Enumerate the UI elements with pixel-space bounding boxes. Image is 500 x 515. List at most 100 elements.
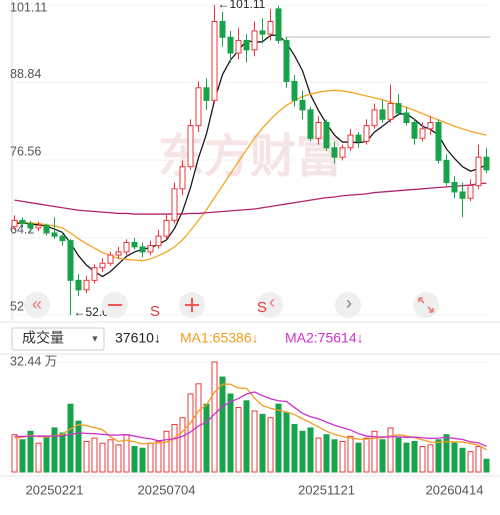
candle-body <box>451 181 458 193</box>
volume-bar <box>363 437 370 473</box>
volume-bar <box>291 424 298 473</box>
volume-bar <box>475 446 482 473</box>
candle-body <box>387 103 394 120</box>
forward-icon: › <box>346 293 352 313</box>
volume-bar <box>147 442 154 473</box>
volume-bar <box>59 432 66 473</box>
y-tick-label: 32.44 万 <box>10 354 57 368</box>
volume-bar <box>203 403 210 473</box>
candle-body <box>275 8 282 41</box>
signal-label: S <box>150 303 160 320</box>
expand-button[interactable] <box>413 292 439 318</box>
candle-body <box>187 125 194 168</box>
candle-body <box>355 134 362 142</box>
volume-bar <box>315 437 322 473</box>
candle-body <box>99 262 106 269</box>
ma-line <box>14 182 487 215</box>
volume-bar <box>435 439 442 473</box>
volume-ma-line <box>14 383 487 451</box>
volume-bar <box>419 446 426 473</box>
candle-body <box>251 30 258 51</box>
volume-bar <box>307 427 314 473</box>
volume-bar <box>427 444 434 473</box>
candle-body <box>91 267 98 281</box>
candle-body <box>403 112 410 123</box>
candle-body <box>347 134 354 149</box>
candle-body <box>315 121 322 139</box>
candle-body <box>235 39 242 54</box>
candle-body <box>227 36 234 54</box>
forward-button[interactable] <box>335 292 361 318</box>
volume-bar <box>331 439 338 473</box>
volume-bar <box>395 437 402 473</box>
volume-bar <box>107 439 114 473</box>
volume-bar <box>179 417 186 473</box>
candle-body <box>43 224 50 234</box>
volume-bar <box>355 442 362 473</box>
x-tick-label: 20251121 <box>298 482 355 497</box>
volume-bar <box>51 427 58 473</box>
volume-bar <box>443 434 450 473</box>
candle-body <box>163 219 170 237</box>
volume-bar <box>243 400 250 473</box>
candle-body <box>147 245 154 253</box>
volume-bar <box>275 403 282 473</box>
candle-body <box>211 20 218 101</box>
candle-body <box>27 223 34 229</box>
volume-bar <box>483 458 490 473</box>
volume-bar <box>35 442 42 473</box>
volume-bar <box>219 376 226 473</box>
dropdown-arrow: ▼ <box>91 333 100 343</box>
candle-body <box>171 188 178 221</box>
candle-body <box>371 109 378 127</box>
candle-body <box>443 159 450 183</box>
candle-body <box>283 39 290 82</box>
candle-body <box>203 87 210 101</box>
x-tick-label: 20260414 <box>426 482 484 497</box>
volume-readout: 37610↓ <box>115 330 161 346</box>
ma-line <box>14 89 487 262</box>
rewind-icon: « <box>32 294 42 314</box>
volume-bar <box>91 437 98 473</box>
expand-icon <box>418 297 434 313</box>
candle-body <box>179 166 186 190</box>
candle-body <box>459 191 466 199</box>
candle-body <box>75 279 82 291</box>
ma1-readout: MA1:65386↓ <box>180 330 259 346</box>
volume-bar <box>99 442 106 473</box>
volume-bar <box>371 430 378 473</box>
x-tick-label: 20250221 <box>26 482 84 497</box>
y-tick-label: 101.11 <box>10 0 47 14</box>
volume-bar <box>339 440 346 473</box>
volume-bar <box>387 427 394 473</box>
candle-body <box>155 235 162 247</box>
candle-body <box>123 241 130 253</box>
candle-body <box>35 224 42 229</box>
candle-body <box>19 219 26 225</box>
back-button[interactable] <box>257 292 283 318</box>
volume-bar <box>267 417 274 473</box>
volume-bar <box>211 361 218 473</box>
candle-body <box>307 109 314 139</box>
candle-body <box>51 232 58 237</box>
candle-body <box>395 103 402 114</box>
candle-body <box>331 147 338 158</box>
volume-bar <box>171 424 178 473</box>
candle-body <box>243 39 250 51</box>
candle-body <box>259 30 266 35</box>
volume-selector[interactable] <box>11 327 105 351</box>
volume-bar <box>27 430 34 473</box>
candle-body <box>139 246 146 253</box>
volume-bar <box>467 451 474 473</box>
rewind-button[interactable] <box>24 292 50 318</box>
volume-bar <box>139 447 146 473</box>
candle-body <box>67 240 74 281</box>
candle-body <box>475 156 482 187</box>
volume-selector-label: 成交量 <box>22 330 64 346</box>
candle-body <box>131 241 138 248</box>
volume-bar <box>347 435 354 473</box>
candle-body <box>427 121 434 130</box>
candle-body <box>115 251 122 256</box>
